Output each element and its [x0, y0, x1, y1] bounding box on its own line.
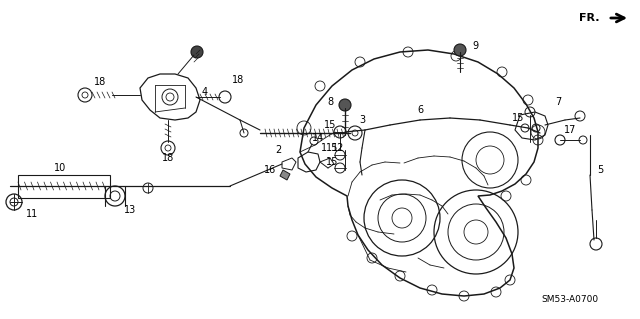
Text: 16: 16 [264, 165, 276, 175]
Circle shape [191, 46, 203, 58]
Text: 8: 8 [327, 97, 333, 107]
Text: 18: 18 [162, 153, 174, 163]
Text: 15: 15 [326, 143, 338, 153]
Text: 3: 3 [359, 115, 365, 125]
Text: 18: 18 [94, 77, 106, 87]
Text: 14: 14 [312, 133, 324, 143]
Text: 12: 12 [332, 143, 344, 153]
Text: SM53-A0700: SM53-A0700 [541, 295, 598, 305]
Text: 5: 5 [597, 165, 603, 175]
Polygon shape [280, 170, 290, 180]
Text: 1: 1 [321, 143, 327, 153]
Text: FR.: FR. [579, 13, 600, 23]
Text: 15: 15 [512, 113, 524, 123]
Text: 15: 15 [326, 157, 338, 167]
Text: 13: 13 [124, 205, 136, 215]
Text: 17: 17 [564, 125, 576, 135]
Text: 11: 11 [26, 209, 38, 219]
Text: 9: 9 [472, 41, 478, 51]
Circle shape [454, 44, 466, 56]
Text: 18: 18 [232, 75, 244, 85]
Text: 10: 10 [54, 163, 66, 173]
Text: 6: 6 [417, 105, 423, 115]
Text: 4: 4 [202, 87, 208, 97]
Text: 2: 2 [275, 145, 281, 155]
Circle shape [339, 99, 351, 111]
Text: 15: 15 [324, 120, 336, 130]
Text: 7: 7 [555, 97, 561, 107]
